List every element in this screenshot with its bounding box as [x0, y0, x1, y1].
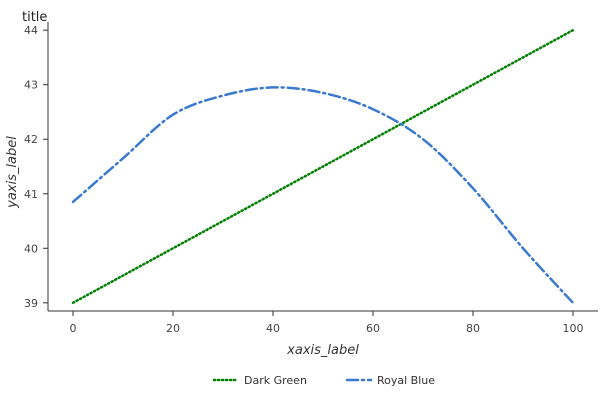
chart-title: title	[22, 10, 47, 25]
x-tick-label: 40	[266, 322, 280, 335]
series-layer	[71, 28, 575, 305]
legend: Dark Green Royal Blue	[212, 374, 435, 387]
series-line-dark-green	[71, 28, 575, 305]
x-tick-label: 20	[166, 322, 180, 335]
y-tick-label: 41	[24, 188, 38, 201]
legend-label: Royal Blue	[377, 374, 435, 387]
y-tick-label: 43	[24, 79, 38, 92]
legend-label: Dark Green	[244, 374, 307, 387]
y-tick-label: 40	[24, 242, 38, 255]
x-tick-label: 0	[70, 322, 77, 335]
x-axis-label: xaxis_label	[286, 343, 359, 358]
y-tick-label: 44	[24, 24, 38, 37]
y-axis-label: yaxis_label	[5, 136, 20, 209]
x-tick-label: 100	[563, 322, 584, 335]
x-tick-label: 80	[466, 322, 480, 335]
axes: 0 20 40 60 80 100 39 40 41 42 43 44	[24, 22, 598, 335]
y-tick-label: 39	[24, 297, 38, 310]
y-tick-label: 42	[24, 133, 38, 146]
series-line-royal-blue	[71, 86, 575, 305]
x-tick-label: 60	[366, 322, 380, 335]
